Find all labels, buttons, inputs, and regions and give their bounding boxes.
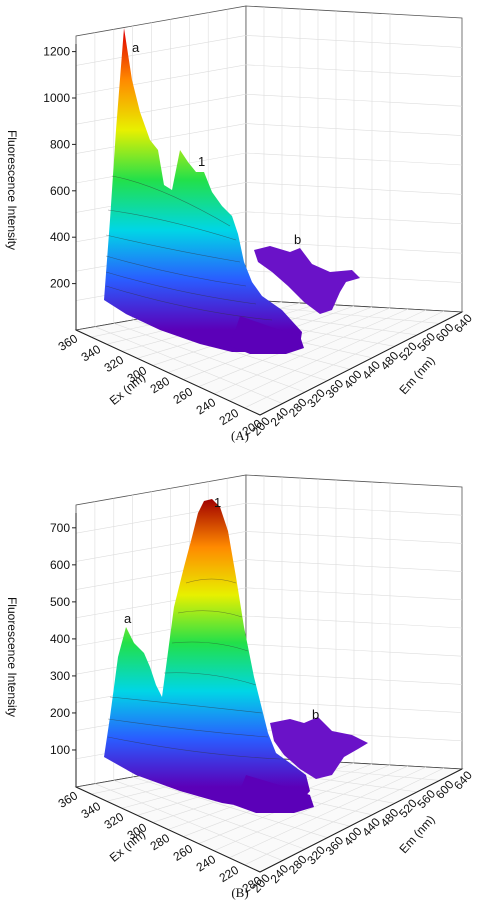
ex-tick-label: 260: [171, 384, 196, 407]
ex-axis-line: [75, 329, 261, 416]
contour-line: [105, 255, 247, 287]
floor-grid-line: [213, 765, 409, 852]
ex-tick-label: 240: [194, 395, 219, 418]
surface-plot-b: 100 200 300 400 500 600 700 Fluorescence Intens…: [5, 474, 475, 900]
contour-line: [107, 718, 269, 738]
z-tick-label: 700: [50, 521, 70, 535]
ex-tick-label: 360: [56, 788, 81, 811]
contour-line: [107, 209, 237, 241]
z-tick-label: 500: [50, 595, 70, 609]
em-axis-line: [259, 768, 463, 873]
floor-grid-line: [244, 310, 445, 409]
contour-line: [109, 696, 263, 714]
floor-grid-line: [94, 783, 283, 861]
z-tick-label: 1200: [43, 45, 70, 59]
z-axis-title: Fluorescence Intensity: [5, 130, 19, 250]
peak-label: 1: [198, 154, 205, 169]
ex-tick-label: 220: [217, 406, 242, 429]
z-tick-label: 400: [50, 632, 70, 646]
ex-tick-label: 280: [148, 831, 173, 854]
surface-side-peak: [270, 717, 368, 779]
peak-label: b: [294, 232, 301, 247]
ex-tick-label: 280: [148, 374, 173, 397]
surface-main-ridge: [104, 28, 302, 352]
em-axis-line: [259, 311, 463, 416]
floor-grid-line: [229, 766, 427, 859]
z-tick-label: 200: [50, 706, 70, 720]
em-axis-title: Em (nm): [396, 813, 437, 857]
ex-tick-label: 320: [102, 809, 127, 832]
ex-tick-label: 260: [171, 841, 196, 864]
surface: [104, 28, 360, 354]
figure-caption: (B): [231, 885, 248, 900]
ex-tick-label: 240: [194, 852, 219, 875]
surface-side-peak: [254, 246, 360, 314]
z-tick-label: 400: [50, 230, 70, 244]
floor-grid-line: [229, 309, 427, 402]
z-tick-label: 100: [50, 743, 70, 757]
z-tick-label: 1000: [43, 91, 70, 105]
grid-line: [75, 64, 247, 96]
floor-grid-line: [132, 776, 328, 838]
contour-line: [185, 578, 237, 584]
contour-line: [111, 175, 231, 227]
z-tick-label: 600: [50, 558, 70, 572]
peak-label: b: [312, 707, 319, 722]
ex-tick-label: 340: [79, 342, 104, 365]
ex-tick-label: 220: [217, 863, 242, 886]
floor-grid-line: [213, 308, 409, 395]
surface-plot-a: 200 400 600 800 1000 1200 Fluorescence Intensi…: [5, 5, 475, 443]
z-tick-label: 600: [50, 184, 70, 198]
floor-grid-line: [244, 767, 445, 866]
contour-line: [107, 736, 281, 760]
ex-tick-label: 320: [102, 352, 127, 375]
peak-label: a: [132, 40, 140, 55]
z-tick-label: 300: [50, 669, 70, 683]
z-axis-title: Fluorescence Intensity: [5, 597, 19, 717]
z-tick-label: 800: [50, 137, 70, 151]
contour-line: [105, 271, 257, 305]
ex-tick-label: 340: [79, 799, 104, 822]
grid-line: [75, 35, 247, 66]
floor-grid-line: [113, 323, 305, 393]
floor-grid-line: [94, 326, 283, 404]
grid-line: [75, 123, 247, 154]
peak-label: 1: [214, 495, 221, 510]
ex-axis-line: [75, 786, 261, 873]
contour-line: [163, 672, 257, 686]
contour-line: [105, 234, 241, 263]
surface-base: [230, 316, 304, 354]
surface: [104, 499, 368, 813]
contour-line: [105, 285, 273, 321]
contour-line: [177, 610, 243, 618]
contour-line: [171, 641, 249, 652]
floor-grid-line: [113, 780, 305, 850]
peak-label: a: [124, 611, 132, 626]
figure-caption: (A): [231, 428, 249, 443]
z-tick-label: 200: [50, 277, 70, 291]
ex-tick-label: 360: [56, 331, 81, 354]
surface-base: [234, 775, 314, 813]
surface-main-ridge: [104, 499, 310, 809]
grid-line: [75, 93, 247, 125]
